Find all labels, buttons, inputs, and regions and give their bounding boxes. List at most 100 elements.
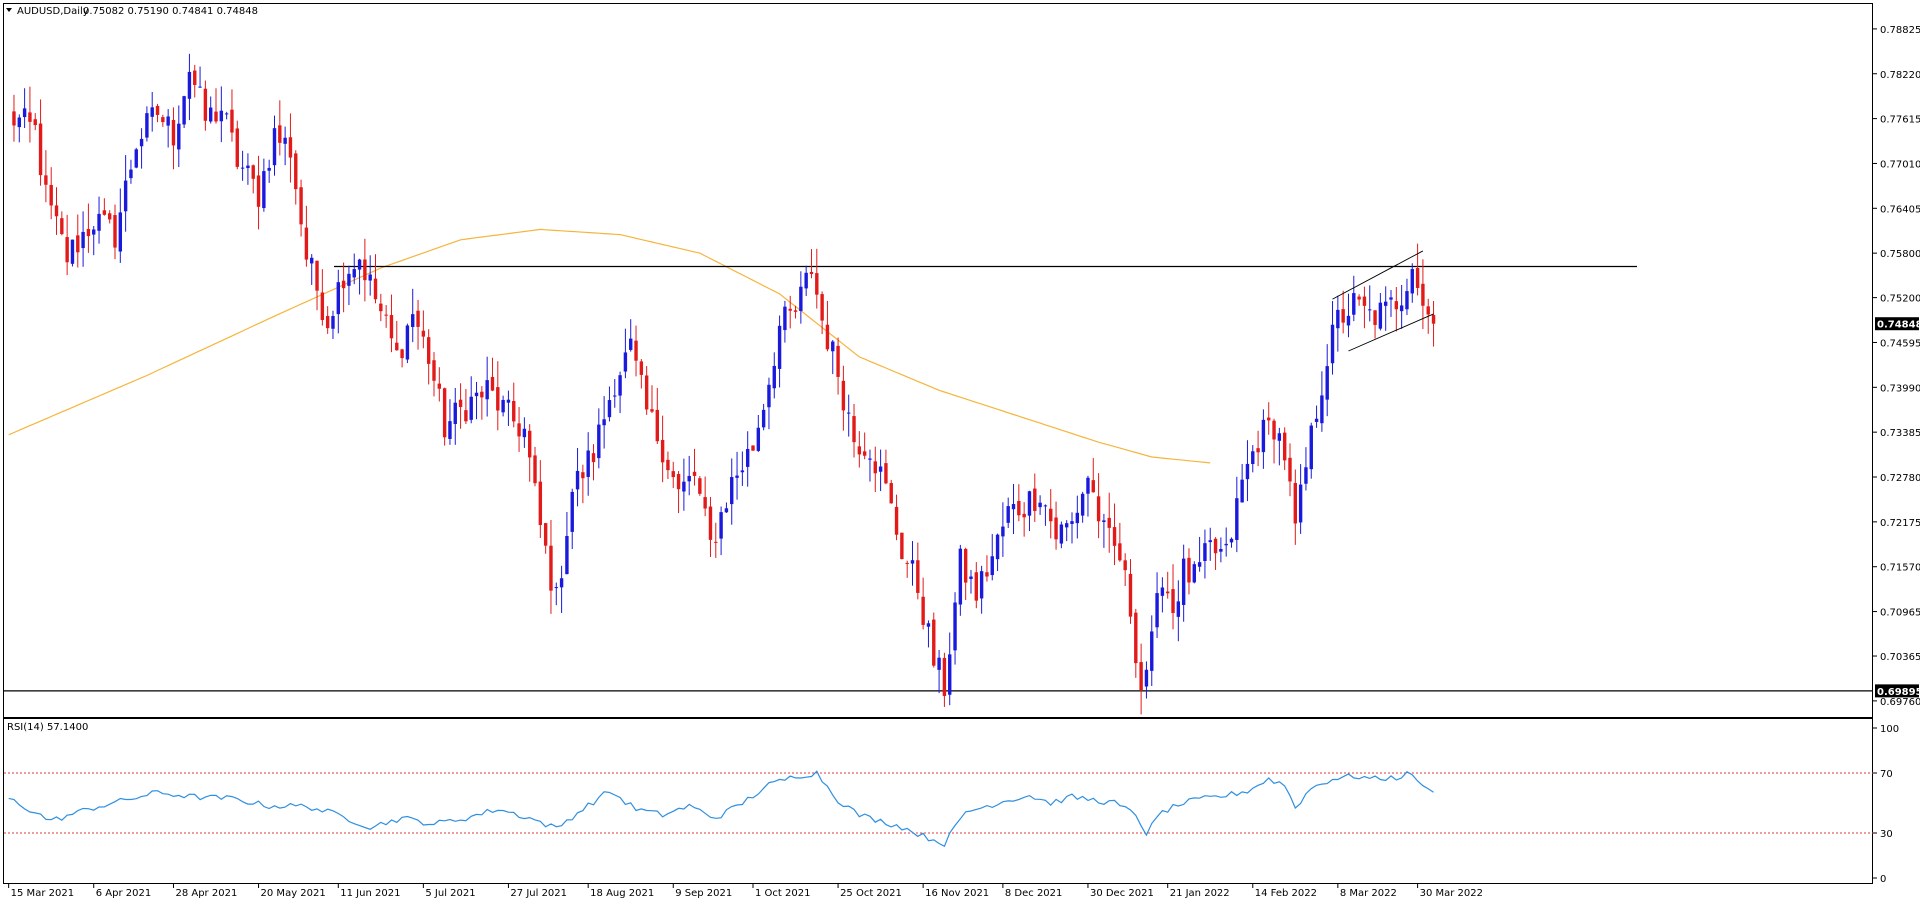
candle-body [139, 138, 144, 147]
candle [405, 323, 410, 364]
candle-body [38, 123, 43, 176]
candle-body [1176, 601, 1181, 617]
candle [1144, 661, 1149, 699]
candle-body [357, 259, 362, 270]
candle [575, 448, 580, 507]
candle [256, 155, 261, 230]
candle-body [267, 167, 271, 171]
candle [527, 424, 532, 482]
candle-body [464, 410, 468, 422]
candle-body [687, 475, 691, 482]
candle-body [809, 271, 814, 274]
candle-body [187, 71, 192, 99]
date-tick-label: 1 Oct 2021 [755, 888, 810, 899]
candle-body [1102, 520, 1106, 523]
candle-body [1362, 296, 1367, 306]
candle-body [820, 294, 824, 321]
candle-body [256, 175, 261, 207]
candle-body [453, 402, 457, 424]
candle-body [373, 278, 378, 300]
candle-body [565, 535, 569, 575]
candle [1075, 495, 1080, 539]
candle-body [1240, 479, 1244, 503]
candle-body [623, 352, 628, 372]
candle [1134, 608, 1138, 678]
candle [1394, 287, 1399, 332]
candle-body [559, 578, 564, 588]
candle-body [1373, 310, 1377, 325]
candle [262, 158, 266, 212]
candle [793, 305, 798, 319]
candle [203, 80, 208, 131]
candle-body [272, 128, 277, 166]
candle-body [1378, 302, 1383, 329]
candle-body [644, 375, 649, 410]
candle-body [1038, 502, 1042, 508]
candle [1277, 427, 1282, 466]
candle [916, 542, 920, 600]
candle-body [788, 308, 792, 311]
candle-body [384, 314, 388, 316]
candle [60, 211, 64, 236]
candle [639, 359, 644, 389]
candle-body [490, 376, 495, 391]
candle [1197, 536, 1202, 572]
candle [81, 211, 85, 267]
candle-body [1070, 521, 1074, 524]
rsi-indicator [4, 770, 1873, 848]
candle [900, 532, 904, 560]
candle [607, 386, 612, 422]
candle [17, 114, 21, 143]
candle-body [650, 409, 654, 412]
candle [102, 198, 107, 216]
candle [862, 432, 867, 460]
candle [442, 387, 447, 446]
candle [676, 471, 681, 514]
candle-body [1134, 612, 1138, 664]
candle-body [458, 399, 463, 408]
candle-body [278, 125, 282, 143]
candle [1251, 445, 1255, 473]
candle-body [1123, 560, 1127, 571]
candle-body [1267, 417, 1271, 421]
candle [586, 432, 590, 496]
candle [1352, 275, 1356, 322]
candle-body [166, 116, 170, 126]
candle [554, 582, 558, 606]
candle-body [76, 235, 80, 253]
candle [969, 569, 973, 594]
candle [1272, 418, 1276, 464]
candle-body [878, 466, 883, 472]
candle [1080, 491, 1085, 523]
candle [379, 293, 383, 322]
candle [1017, 484, 1021, 522]
candle-body [1320, 395, 1324, 424]
price-tick-label: 0.77010 [1880, 159, 1920, 170]
candle [1112, 503, 1117, 566]
candle [1219, 537, 1223, 563]
candle [570, 488, 574, 550]
candle [740, 451, 745, 486]
candle-body [756, 427, 761, 451]
candle [1059, 521, 1064, 549]
candle [12, 94, 16, 142]
title-dropdown-icon[interactable] [6, 8, 12, 12]
candle [698, 476, 702, 496]
candle-body [60, 218, 64, 235]
candle-body [910, 560, 915, 564]
candle [49, 167, 53, 220]
candle-body [1229, 538, 1234, 543]
current-price-tag: 0.74848 [1875, 317, 1920, 331]
candle-body [235, 128, 239, 167]
candle [1368, 285, 1372, 322]
candle-body [1208, 540, 1212, 543]
candle-body [1080, 493, 1085, 516]
channel-upper-line [1332, 250, 1424, 300]
candle-body [1410, 269, 1414, 294]
candle-body [97, 213, 101, 231]
date-tick-label: 9 Sep 2021 [675, 888, 732, 899]
candle [847, 394, 851, 437]
candle [1256, 430, 1260, 467]
